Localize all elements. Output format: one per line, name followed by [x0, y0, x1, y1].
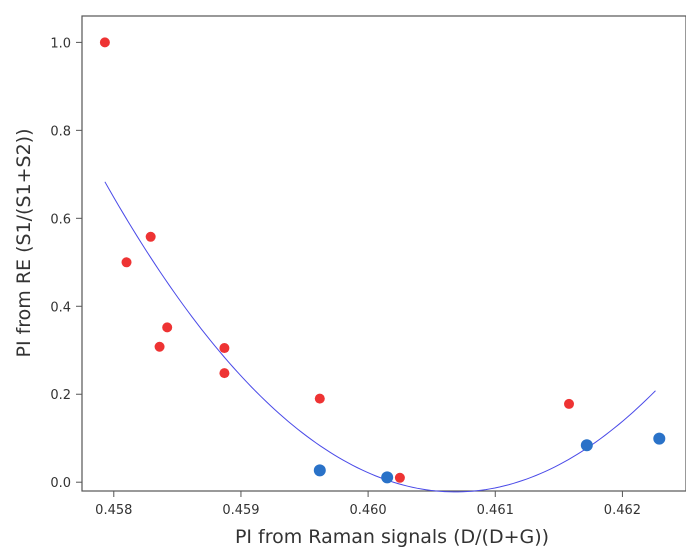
y-tick-label: 0.6 — [50, 212, 71, 227]
y-tick-label: 0.0 — [50, 476, 71, 491]
y-tick-label: 0.4 — [50, 300, 71, 315]
y-axis-label: PI from RE (S1/(S1+S2)) — [13, 128, 35, 357]
plot-frame — [81, 15, 686, 492]
red-data-point — [154, 341, 165, 352]
y-tick-label: 0.8 — [50, 124, 71, 139]
blue-data-point — [313, 464, 326, 477]
red-data-point — [564, 398, 575, 409]
x-tick-label: 0.458 — [95, 503, 132, 518]
y-tick-label: 1.0 — [50, 36, 71, 51]
blue-data-point — [580, 439, 593, 452]
x-tick-label: 0.462 — [604, 503, 641, 518]
red-data-point — [394, 472, 405, 483]
x-tick-label: 0.461 — [477, 503, 514, 518]
x-tick-label: 0.460 — [349, 503, 386, 518]
red-data-point — [121, 257, 132, 268]
fit-curve — [104, 181, 656, 493]
x-tick-label: 0.459 — [222, 503, 259, 518]
y-tick-label: 0.2 — [50, 388, 71, 403]
red-data-point — [99, 37, 110, 48]
red-data-point — [219, 343, 230, 354]
blue-data-point — [381, 471, 394, 484]
x-axis-label: PI from Raman signals (D/(D+G)) — [235, 526, 549, 548]
red-data-point — [219, 368, 230, 379]
red-data-point — [314, 393, 325, 404]
red-data-point — [145, 231, 156, 242]
blue-data-point — [653, 432, 666, 445]
red-data-point — [162, 322, 173, 333]
